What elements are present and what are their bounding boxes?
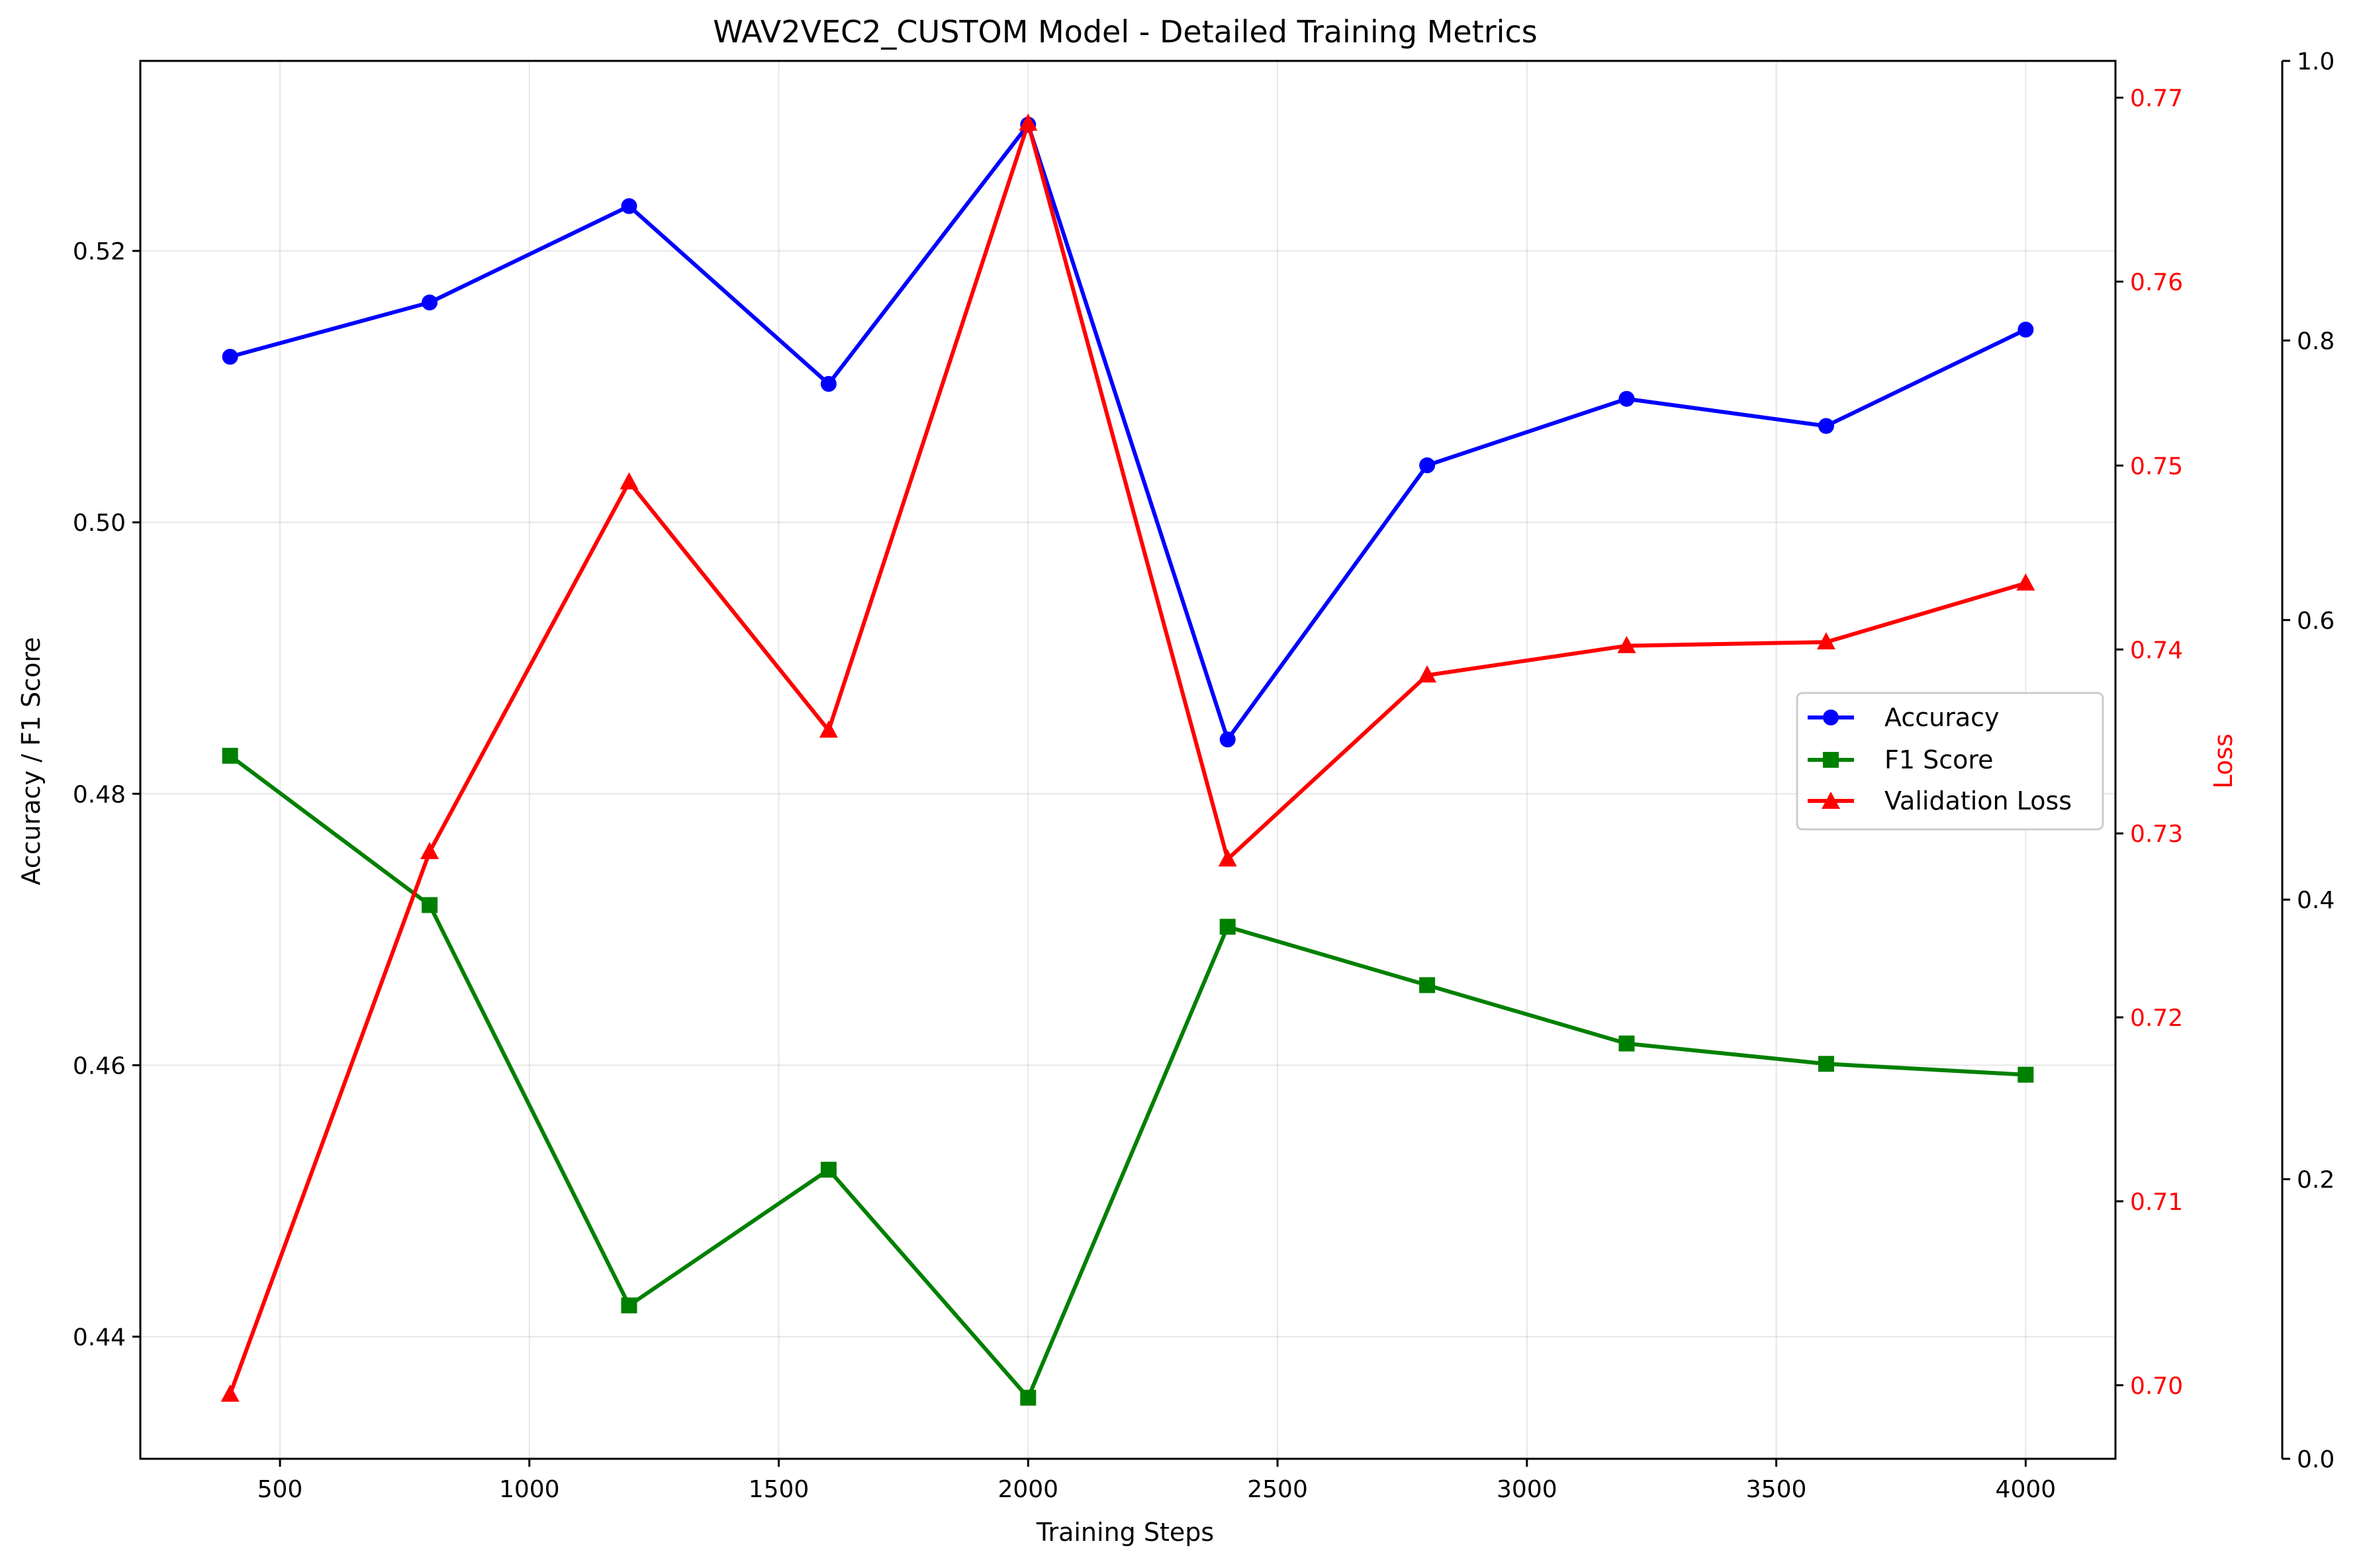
data-point-validation-loss xyxy=(420,841,440,859)
data-point-accuracy xyxy=(2017,321,2034,338)
data-point-f1-score xyxy=(820,1162,837,1178)
data-point-f1-score xyxy=(422,897,438,913)
legend-marker-validation-loss xyxy=(1822,792,1840,809)
data-point-f1-score xyxy=(2017,1066,2034,1083)
legend-label-validation-loss: Validation Loss xyxy=(1884,786,2072,815)
data-point-validation-loss xyxy=(2016,573,2035,591)
data-point-f1-score xyxy=(1219,919,1236,935)
x-axis-title: Training Steps xyxy=(1036,1518,1214,1547)
y-right-tick-label: 0.70 xyxy=(2130,1373,2183,1400)
data-point-f1-score xyxy=(1618,1035,1635,1052)
legend: Accuracy F1 Score Validation Loss xyxy=(1796,692,2104,831)
x-tick-label: 2500 xyxy=(1247,1476,1308,1503)
y-right-tick-label: 0.72 xyxy=(2130,1005,2183,1032)
data-point-validation-loss xyxy=(1617,635,1636,653)
data-point-f1-score xyxy=(1419,977,1436,993)
y-left-tick-label: 0.46 xyxy=(73,1052,126,1080)
series-line-accuracy xyxy=(229,122,2027,742)
legend-entry-validation-loss: Validation Loss xyxy=(1808,786,2072,815)
data-point-f1-score xyxy=(1818,1056,1834,1072)
legend-label-f1-score: F1 Score xyxy=(1884,745,1994,774)
x-tick-label: 1500 xyxy=(749,1476,810,1503)
data-point-validation-loss xyxy=(220,1384,240,1402)
x-tick-label: 4000 xyxy=(1996,1476,2057,1503)
data-point-accuracy xyxy=(422,294,438,310)
y-right-tick-label: 0.77 xyxy=(2130,85,2183,113)
y-right-tick-label: 0.71 xyxy=(2130,1189,2183,1216)
y-right-tick-label: 0.76 xyxy=(2130,269,2183,296)
data-point-accuracy xyxy=(1219,731,1236,748)
y-extra-tick-label: 0.8 xyxy=(2297,328,2335,355)
data-point-validation-loss xyxy=(1816,632,1835,650)
y-right-tick-label: 0.73 xyxy=(2130,821,2183,848)
y-left-tick-label: 0.44 xyxy=(73,1324,126,1351)
y-left-tick-label: 0.50 xyxy=(73,510,126,537)
data-point-f1-score xyxy=(222,747,238,764)
data-point-accuracy xyxy=(621,198,637,214)
series-line-f1-score xyxy=(228,754,2026,1400)
series-layer xyxy=(220,113,2035,1406)
x-tick-label: 3500 xyxy=(1746,1476,1807,1503)
y-right-tick-label: 0.75 xyxy=(2130,453,2183,480)
x-tick-label: 3000 xyxy=(1497,1476,1557,1503)
data-point-accuracy xyxy=(1818,418,1834,434)
legend-marker-f1-score xyxy=(1823,752,1839,768)
data-point-validation-loss xyxy=(620,472,639,490)
data-point-accuracy xyxy=(820,376,837,392)
y-extra-tick-label: 0.6 xyxy=(2297,608,2335,635)
y-left-tick-label: 0.48 xyxy=(73,781,126,808)
x-tick-label: 500 xyxy=(257,1476,303,1503)
y-extra-tick-label: 0.2 xyxy=(2297,1167,2335,1194)
series-line-validation-loss xyxy=(228,121,2027,1395)
y-axis-left-title: Accuracy / F1 Score xyxy=(17,637,46,886)
axes-layer: 500 1000 1500 2000 2500 3000 3500 4000 0.44 0.46 0… xyxy=(73,48,2335,1503)
chart-title: WAV2VEC2_CUSTOM Model - Detailed Trainin… xyxy=(713,14,1537,50)
legend-label-accuracy: Accuracy xyxy=(1884,703,2000,732)
y-extra-tick-label: 0.4 xyxy=(2297,887,2335,914)
x-tick-label: 1000 xyxy=(499,1476,560,1503)
y-extra-tick-label: 0.0 xyxy=(2297,1446,2335,1473)
data-point-validation-loss xyxy=(1019,113,1038,131)
data-point-accuracy xyxy=(1419,457,1436,474)
y-left-tick-label: 0.52 xyxy=(73,238,126,265)
data-point-f1-score xyxy=(621,1297,637,1314)
data-point-validation-loss xyxy=(1218,849,1237,867)
data-point-f1-score xyxy=(1020,1389,1037,1406)
legend-entry-accuracy: Accuracy xyxy=(1808,703,2000,732)
grid-layer xyxy=(140,61,2115,1459)
plot-frame xyxy=(139,60,2117,1460)
y-axis-right-title: Loss xyxy=(2209,733,2238,788)
data-point-accuracy xyxy=(1618,391,1635,407)
y-extra-tick-label: 1.0 xyxy=(2297,48,2335,75)
data-point-validation-loss xyxy=(819,720,838,738)
legend-box xyxy=(1796,692,2104,831)
data-point-validation-loss xyxy=(1418,665,1437,683)
x-tick-label: 2000 xyxy=(997,1476,1058,1503)
legend-entry-f1-score: F1 Score xyxy=(1808,745,1994,774)
legend-marker-accuracy xyxy=(1823,710,1839,725)
data-point-accuracy xyxy=(222,349,238,365)
y-right-tick-label: 0.74 xyxy=(2130,637,2183,664)
